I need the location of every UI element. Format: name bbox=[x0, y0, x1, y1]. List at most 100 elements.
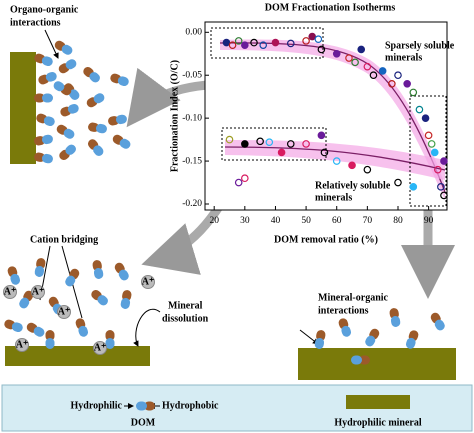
point bbox=[394, 178, 402, 187]
x-tick-label: 70 bbox=[363, 216, 373, 226]
point bbox=[228, 41, 237, 49]
hydrophilic-part bbox=[78, 325, 89, 337]
dom-molecule bbox=[53, 81, 72, 96]
hydrophilic-part bbox=[97, 295, 108, 306]
label: Mineral-organic bbox=[318, 292, 389, 303]
highlight-box bbox=[221, 127, 327, 161]
x-tick-label: 90 bbox=[424, 216, 434, 226]
point bbox=[241, 140, 249, 148]
chart-title: DOM Fractionation Isotherms bbox=[265, 2, 396, 13]
cation bbox=[141, 275, 155, 289]
hydrophilic-part bbox=[42, 93, 53, 103]
dom-molecule bbox=[430, 312, 445, 331]
hydrophobic-part bbox=[359, 355, 370, 365]
y-axis-label: Fractionation Index (O/C) bbox=[169, 60, 180, 172]
label: dissolution bbox=[162, 313, 209, 324]
x-axis-label: DOM removal ratio (%) bbox=[274, 234, 378, 245]
point bbox=[345, 54, 353, 62]
point bbox=[241, 174, 249, 183]
hydrophilic-part bbox=[61, 44, 73, 55]
highlight-box bbox=[210, 27, 324, 59]
cation-label: A⁺ bbox=[94, 342, 107, 353]
point bbox=[234, 37, 243, 45]
dom-molecule bbox=[26, 322, 45, 337]
hydrophilic-part bbox=[365, 335, 376, 347]
hydrophilic-part bbox=[405, 337, 416, 349]
hydrophilic-part bbox=[351, 355, 362, 365]
annotation: minerals bbox=[385, 52, 422, 63]
dom-molecule bbox=[56, 124, 75, 139]
point bbox=[427, 140, 436, 148]
annotation: Sparsely soluble bbox=[385, 40, 455, 51]
point bbox=[369, 71, 378, 80]
mineral-slab bbox=[298, 348, 456, 380]
hydrophilic-part bbox=[63, 128, 75, 139]
y-tick-label: 0.00 bbox=[185, 27, 202, 37]
point bbox=[421, 114, 430, 122]
pointer bbox=[133, 308, 161, 347]
point bbox=[440, 157, 448, 165]
point bbox=[430, 148, 439, 157]
point bbox=[234, 178, 243, 187]
cation-label: A⁺ bbox=[58, 306, 71, 317]
point bbox=[357, 45, 366, 54]
dom-molecule bbox=[112, 134, 131, 149]
point bbox=[409, 88, 418, 97]
point bbox=[320, 148, 329, 157]
hydrophobic-part bbox=[34, 93, 45, 103]
hydrophilic-part bbox=[65, 275, 76, 287]
hydrophilic-part bbox=[95, 123, 107, 134]
dom-molecule bbox=[75, 318, 89, 337]
dom-molecule bbox=[54, 40, 73, 55]
y-tick-label: -0.05 bbox=[182, 70, 202, 80]
dom-molecule bbox=[34, 93, 53, 103]
hydrophobic-part bbox=[144, 401, 155, 411]
point bbox=[286, 140, 295, 148]
cation bbox=[93, 341, 107, 355]
dom-molecule bbox=[58, 59, 77, 74]
hydrophobic-part bbox=[105, 330, 115, 341]
hydrophilic-part bbox=[65, 144, 76, 155]
point bbox=[256, 137, 264, 146]
x-tick-label: 30 bbox=[240, 216, 250, 226]
point bbox=[394, 71, 402, 80]
dom-molecule bbox=[105, 330, 115, 349]
point bbox=[225, 135, 234, 144]
dom-molecule bbox=[365, 328, 380, 347]
point bbox=[317, 131, 326, 140]
legend-label: Hydrophilic mineral bbox=[334, 417, 422, 428]
point bbox=[434, 165, 442, 174]
point bbox=[250, 38, 258, 47]
dom-molecule bbox=[4, 319, 23, 333]
legend-box bbox=[1, 384, 473, 432]
legend-label: Hydrophilic bbox=[71, 400, 123, 411]
hydrophilic-part bbox=[41, 153, 53, 164]
cation-label: A⁺ bbox=[142, 276, 155, 287]
dom-molecule bbox=[120, 290, 132, 309]
y-tick-label: -0.15 bbox=[182, 156, 202, 166]
dom-molecule bbox=[34, 134, 53, 146]
hydrophilic-part bbox=[434, 319, 445, 331]
pointer bbox=[299, 329, 319, 345]
hydrophilic-part bbox=[93, 267, 104, 279]
hydrophilic-part bbox=[89, 72, 100, 83]
point bbox=[332, 49, 341, 58]
hydrophobic-part bbox=[45, 330, 55, 341]
point bbox=[388, 80, 396, 88]
dom-molecule bbox=[314, 330, 326, 349]
hydrophilic-part bbox=[67, 103, 79, 114]
hydrophilic-part bbox=[341, 325, 352, 337]
point bbox=[317, 45, 326, 54]
hydrophilic-part bbox=[119, 138, 131, 149]
dom-molecule bbox=[36, 113, 55, 127]
hydrophilic-part bbox=[10, 273, 21, 285]
hydrophilic-part bbox=[93, 93, 105, 104]
label: interactions bbox=[10, 17, 61, 28]
cation bbox=[15, 338, 29, 352]
fit-curve bbox=[224, 146, 446, 171]
dom-molecule bbox=[34, 258, 46, 277]
hydrophilic-part bbox=[93, 145, 104, 156]
point bbox=[348, 161, 356, 170]
point bbox=[351, 58, 359, 67]
